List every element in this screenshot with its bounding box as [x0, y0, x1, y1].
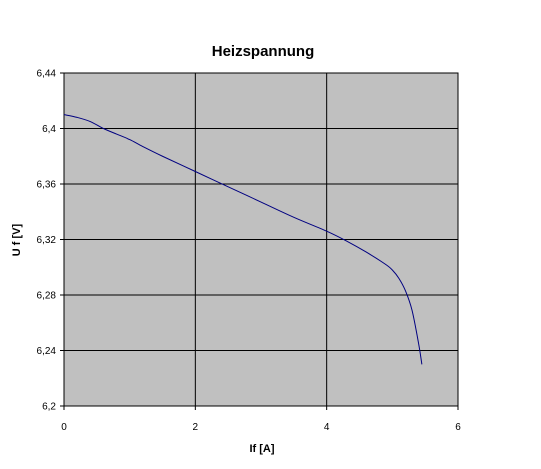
series-line	[63, 114, 423, 365]
x-tick-label: 4	[324, 422, 330, 433]
x-tick-labels: 0 2 4 6	[61, 422, 461, 433]
y-tick-label: 6,28	[37, 291, 57, 302]
y-tick-label: 6,2	[42, 402, 56, 413]
x-axis-label: If [A]	[249, 443, 274, 455]
y-tick-label: 6,36	[37, 180, 57, 191]
y-axis-label: U f [V]	[11, 223, 23, 256]
y-tick-label: 6,4	[42, 124, 56, 135]
y-tick-labels: 6,2 6,24 6,28 6,32 6,36 6,4 6,44	[37, 69, 57, 413]
chart-title: Heizspannung	[212, 43, 315, 60]
plot-border	[63, 72, 459, 407]
x-tick-label: 2	[193, 422, 199, 433]
y-tick-label: 6,24	[37, 346, 57, 357]
x-tick-label: 0	[61, 422, 67, 433]
x-tick-label: 6	[455, 422, 461, 433]
gridlines	[60, 72, 459, 410]
y-tick-label: 6,44	[37, 69, 57, 80]
y-tick-label: 6,32	[37, 235, 57, 246]
